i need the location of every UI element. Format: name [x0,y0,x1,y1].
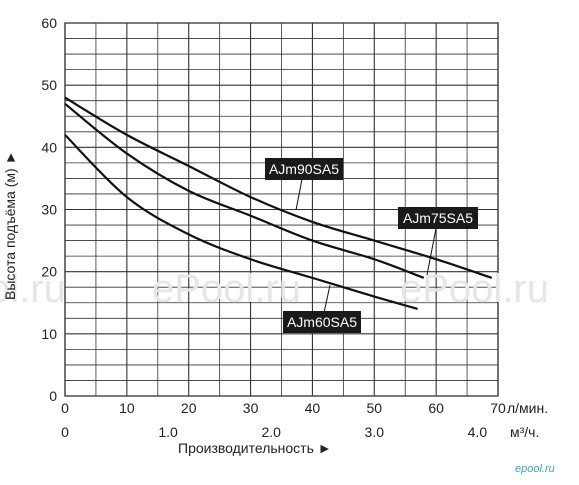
series-layer [64,96,493,311]
x-tick-label-m3h: 4.0 [468,424,488,440]
brand-logo: epool.ru [515,463,555,475]
plot-frame [64,22,499,397]
y-tick-label: 0 [49,388,57,404]
x-tick-label-lmin: 20 [181,400,197,416]
x-tick-label-lmin: 50 [366,400,382,416]
x-tick-label-lmin: 0 [61,400,69,416]
x-tick-label-m3h: 0 [61,424,69,440]
y-tick-label: 40 [41,139,57,155]
x-tick-label-m3h: 2.0 [261,424,281,440]
y-tick-label: 60 [41,15,57,31]
x-tick-label-lmin: 10 [119,400,135,416]
series-label-box [265,158,343,180]
x-tick-label-m3h: 3.0 [365,424,385,440]
series-label-box [283,311,361,333]
y-tick-label: 50 [41,77,57,93]
x-tick-label-lmin: 60 [428,400,444,416]
x-axis-ticks-lmin: 0 10 20 30 40 50 60 70 [61,400,506,416]
x-tick-label-lmin: 30 [243,400,259,416]
y-axis-ticks: 0 10 20 30 40 50 60 [41,15,57,404]
watermark-text: ePool.ru [152,267,301,311]
x-tick-label-lmin: 70 [490,400,506,416]
series-label-AJm90SA5: AJm90SA5 [269,161,339,177]
x-tick-label-m3h: 1.0 [158,424,178,440]
series-label-AJm75SA5: AJm75SA5 [403,210,473,226]
x-unit-m3h: м³/ч. [510,424,539,440]
watermark-text: ePool.ru [400,267,549,311]
y-tick-label: 20 [41,264,57,280]
y-tick-label: 10 [41,326,57,342]
series-labels: AJm90SA5 AJm75SA5 AJm60SA5 [265,158,478,333]
series-line-AJm90SA5 [64,96,493,279]
y-tick-label: 30 [41,202,57,218]
x-tick-label-lmin: 40 [305,400,321,416]
series-label-AJm60SA5: AJm60SA5 [287,314,357,330]
x-axis-title: Производительность ► [178,440,332,456]
series-line-AJm60SA5 [64,134,418,311]
x-axis-ticks-m3h: 0 1.0 2.0 3.0 4.0 [61,424,487,440]
y-axis-title: Высота подъёма (м) ► [2,151,18,300]
x-unit-lmin: л/мин. [507,400,548,416]
watermark-text: ol.ru [0,267,66,311]
series-label-box [398,207,478,229]
series-line-AJm75SA5 [64,102,425,279]
watermark-layer: ol.ru ePool.ru ePool.ru [0,267,549,311]
